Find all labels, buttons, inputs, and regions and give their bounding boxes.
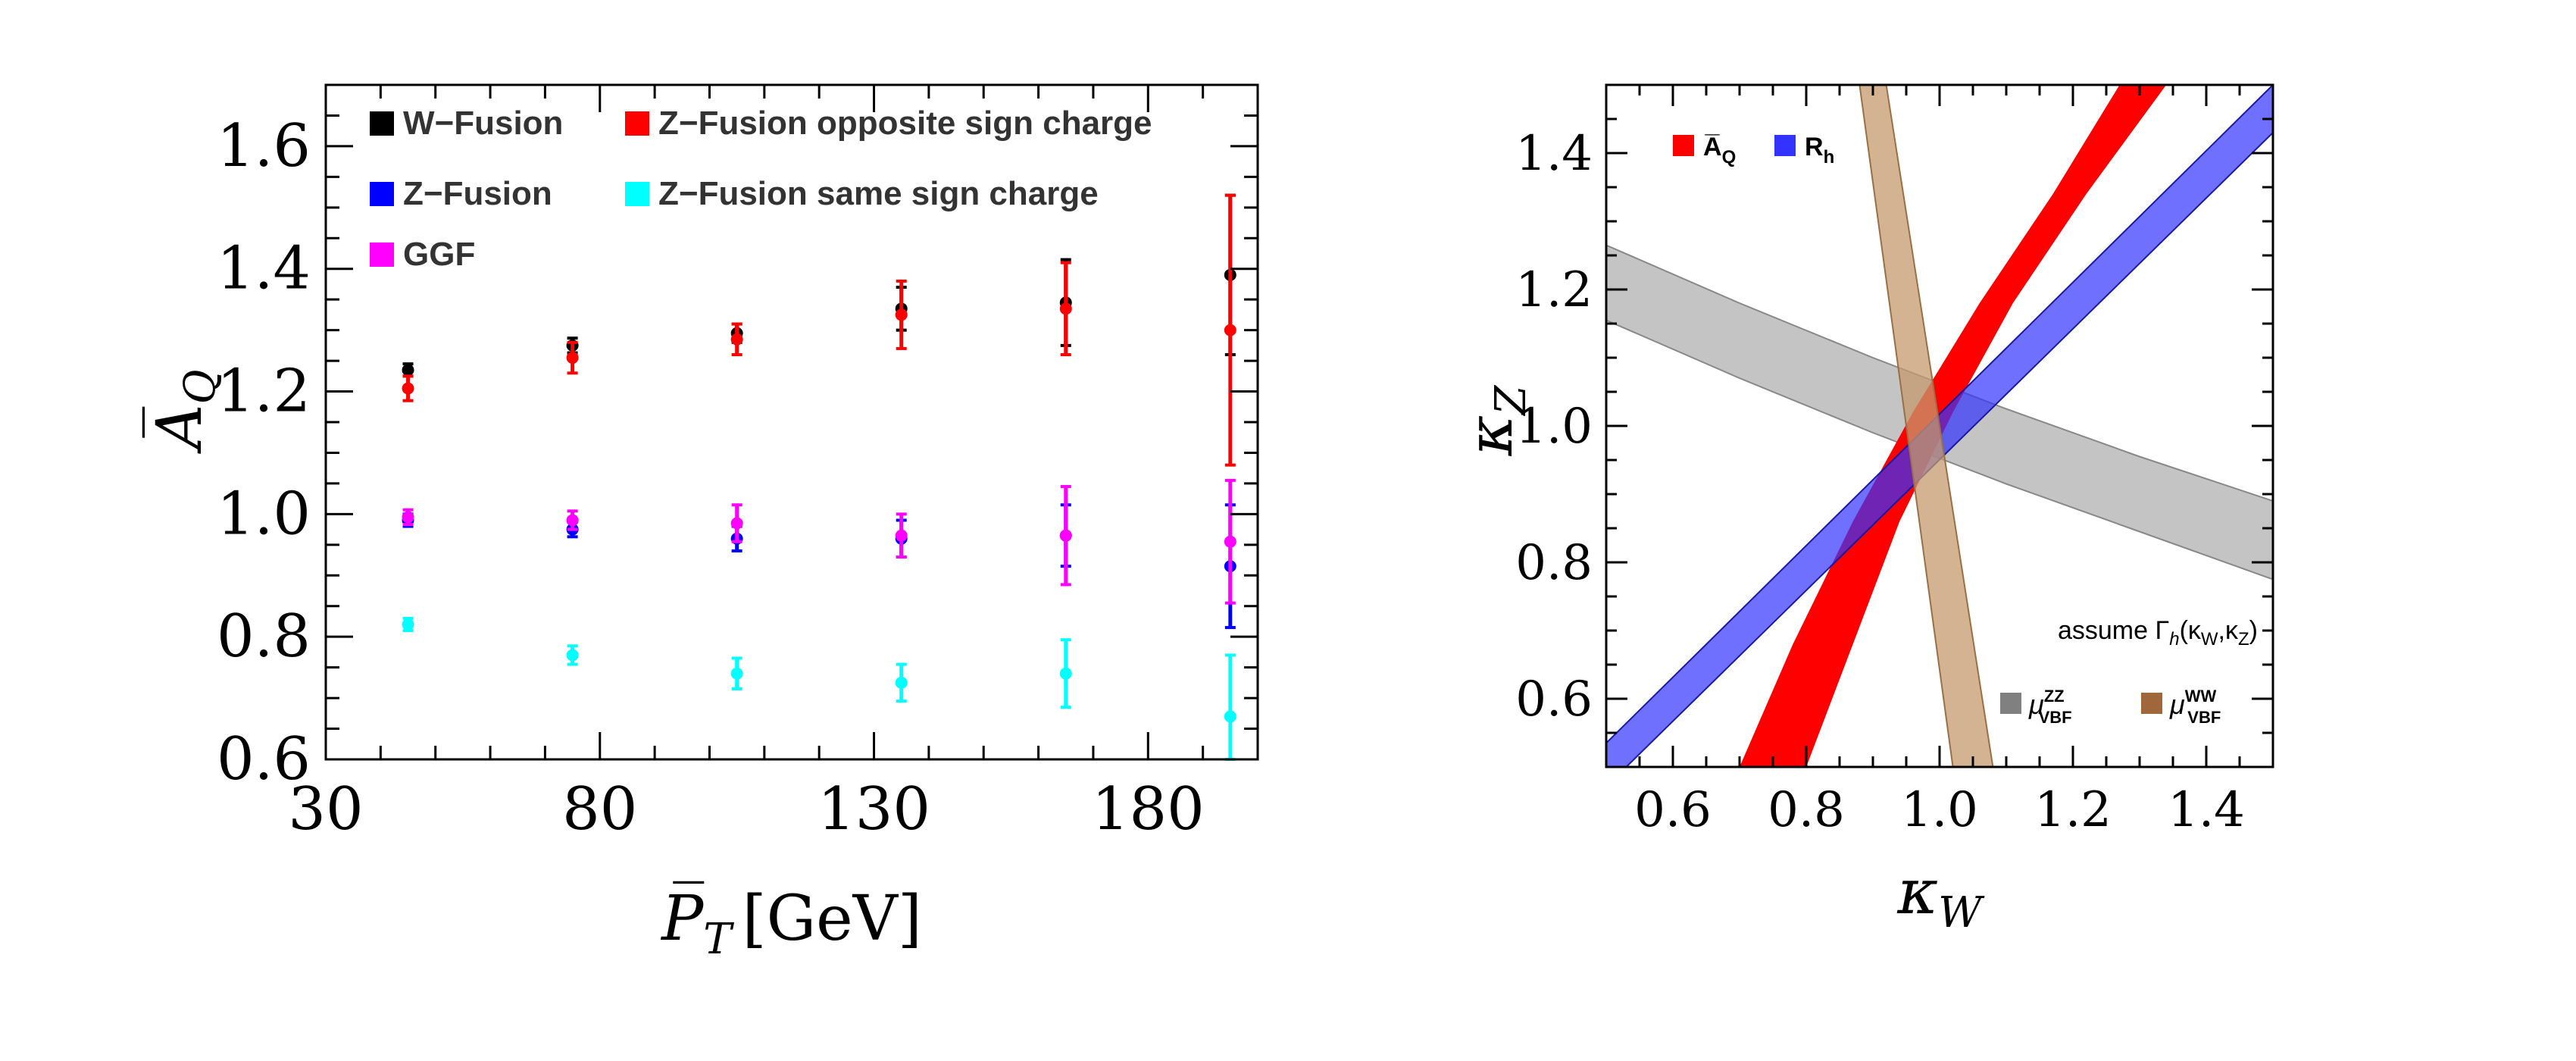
- data-point: [566, 514, 579, 527]
- data-point: [730, 517, 743, 530]
- x-tick-label: 1.4: [2168, 782, 2245, 838]
- left-xlabel-sub: T: [703, 915, 734, 964]
- left-chart: 30 80 130 180 0.6 0.8 1.0 1.2 1.4 1.6 W−Fusion Z−F…: [142, 83, 1259, 964]
- left-x-axis-label: P̅T [GeV]: [660, 881, 922, 964]
- legend-swatch: [625, 111, 649, 136]
- x-tick-label: 1.2: [2034, 782, 2112, 838]
- series-ggf: [402, 478, 1236, 605]
- data-point: [402, 618, 414, 631]
- y-tick-label: 1.6: [217, 112, 311, 180]
- legend-label-aq: A̅Q: [1703, 133, 1736, 167]
- legend-label-rh: Rh: [1805, 133, 1834, 167]
- y-tick-label: 0.6: [1515, 671, 1593, 728]
- right-legend-top: A̅Q Rh: [1673, 133, 1834, 167]
- y-tick-label: 0.8: [217, 602, 311, 671]
- x-tick-label: 130: [818, 775, 930, 843]
- left-ylabel-sub: Q: [176, 369, 225, 404]
- series-z_fusion_ss: [402, 616, 1236, 761]
- left-ylabel-main: A̅: [142, 404, 216, 454]
- right-bands: [1606, 85, 2273, 767]
- x-tick-label: 1.0: [1901, 782, 1978, 838]
- legend-swatch: [625, 182, 649, 206]
- legend-swatch: [370, 182, 394, 206]
- legend-swatch-aq: [1673, 135, 1694, 156]
- legend-swatch-zz: [2000, 693, 2021, 714]
- legend-swatch: [370, 111, 394, 136]
- x-tick-label: 30: [288, 775, 363, 843]
- data-point: [566, 352, 579, 365]
- data-point: [1059, 302, 1072, 315]
- data-point: [1059, 667, 1072, 680]
- right-plot-frame: [1605, 83, 2274, 768]
- data-point: [895, 308, 908, 321]
- right-chart: 0.6 0.8 1.0 1.2 1.4 0.6 0.8 1.0 1.2 1.4 A̅Q Rh as…: [1455, 83, 2274, 937]
- svg-text:A̅Q: A̅Q: [142, 369, 225, 454]
- legend-label: W−Fusion: [403, 105, 563, 142]
- left-legend: W−Fusion Z−Fusion opposite sign charge Z−F…: [370, 105, 1152, 273]
- data-point: [730, 667, 743, 680]
- y-tick-label: 1.0: [1515, 399, 1593, 455]
- right-legend-bottom: μZZ VBF μWW VBF: [2000, 687, 2221, 727]
- left-xlabel-unit: [GeV]: [742, 883, 922, 955]
- data-point: [1224, 324, 1236, 336]
- y-tick-label: 0.6: [217, 725, 311, 793]
- legend-swatch-ww: [2141, 693, 2162, 714]
- right-x-axis-label: κW: [1896, 856, 1985, 937]
- x-tick-label: 0.8: [1768, 782, 1845, 838]
- band-band_ww: [1859, 85, 1994, 767]
- legend-label: GGF: [403, 236, 475, 273]
- y-tick-label: 0.8: [1515, 535, 1593, 591]
- legend-label: Z−Fusion same sign charge: [658, 175, 1099, 212]
- data-point: [895, 676, 908, 689]
- data-point: [402, 364, 414, 377]
- legend-label: Z−Fusion opposite sign charge: [658, 105, 1152, 142]
- x-tick-label: 0.6: [1634, 782, 1712, 838]
- right-assume-note: assume Γh(κW,κZ): [2058, 616, 2258, 649]
- data-point: [730, 333, 743, 346]
- data-point: [895, 529, 908, 542]
- left-data-marks: [402, 193, 1236, 761]
- data-point: [1059, 529, 1072, 542]
- y-tick-label: 1.0: [217, 480, 311, 548]
- data-point: [402, 511, 414, 524]
- legend-swatch-rh: [1774, 135, 1796, 156]
- left-y-axis-label: A̅Q: [142, 369, 225, 454]
- legend-swatch: [370, 243, 394, 267]
- y-tick-label: 1.4: [1515, 126, 1593, 182]
- left-ticks: [324, 83, 1259, 761]
- data-point: [566, 649, 579, 662]
- data-point: [402, 382, 414, 395]
- x-tick-label: 80: [562, 775, 637, 843]
- right-y-axis-label: κZ: [1455, 385, 1536, 457]
- left-tick-labels: 30 80 130 180 0.6 0.8 1.0 1.2 1.4 1.6: [217, 112, 1205, 843]
- y-tick-label: 1.2: [1515, 262, 1593, 318]
- legend-label-zz: μZZ VBF: [2028, 687, 2072, 727]
- x-tick-label: 180: [1092, 775, 1205, 843]
- legend-label: Z−Fusion: [403, 175, 552, 212]
- y-tick-label: 1.4: [217, 235, 311, 303]
- left-xlabel-main: P̅: [660, 881, 705, 955]
- series-w_fusion: [402, 193, 1236, 378]
- y-tick-label: 1.2: [217, 358, 311, 426]
- band-band_aq: [1740, 85, 2167, 767]
- data-point: [1224, 535, 1236, 548]
- data-point: [1224, 710, 1236, 723]
- svg-text:κZ: κZ: [1455, 385, 1536, 457]
- legend-label-ww: μWW VBF: [2169, 687, 2221, 727]
- series-z_fusion_os: [402, 193, 1236, 467]
- left-plot-frame: [324, 83, 1259, 761]
- right-tick-labels: 0.6 0.8 1.0 1.2 1.4 0.6 0.8 1.0 1.2 1.4: [1515, 126, 2245, 838]
- series-z_fusion: [402, 503, 1236, 630]
